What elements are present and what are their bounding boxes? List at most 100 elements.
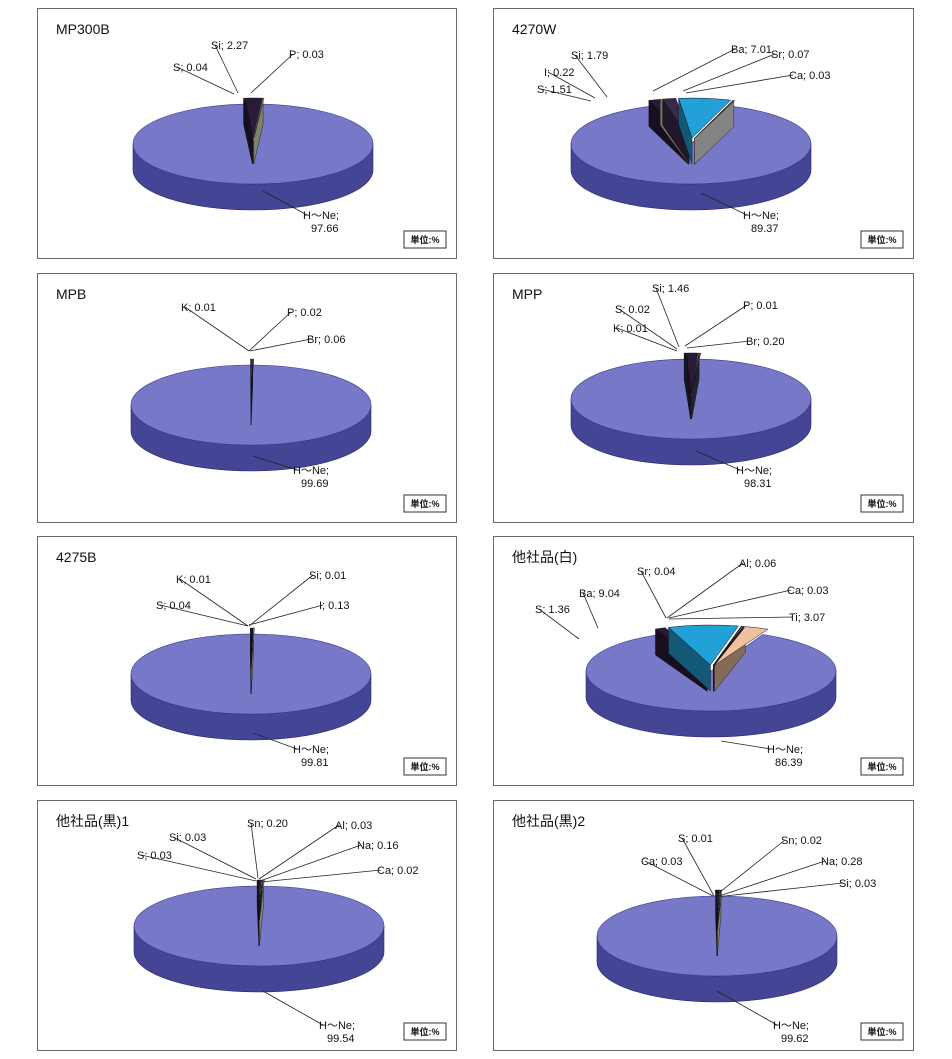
slice-label: Na; 0.16 [357, 840, 399, 852]
leader-line [248, 574, 314, 627]
slice-value: 0.13 [328, 600, 349, 612]
chart-title: 他社品(白) [512, 549, 577, 565]
slice-name: Na; [821, 856, 838, 868]
slice-label: S; 1.51 [537, 84, 572, 96]
slice-name: Ca; [377, 865, 394, 877]
slice-value: 89.37 [751, 223, 779, 235]
leader-line [700, 192, 748, 216]
slice-value: 98.31 [744, 478, 772, 490]
slice-name: I; [544, 67, 550, 79]
unit-label: 単位:% [411, 761, 440, 772]
slice-name: S; [678, 833, 688, 845]
slice-value: 0.03 [807, 585, 828, 597]
slice-name: Sr; [637, 566, 651, 578]
slice-name: Ca; [787, 585, 804, 597]
leader-line [249, 338, 312, 352]
slice-label: Si; 1.79 [571, 50, 608, 62]
pie-slice-minor [678, 97, 732, 139]
slice-name: S; [137, 850, 147, 862]
pie-chart-panel: MPB H～Ne; 99.69 K; 0.01 P; 0.02 Br; 0.06 単位:% [37, 273, 457, 523]
slice-label: P; 0.01 [743, 300, 778, 312]
slice-value: 0.01 [626, 323, 647, 335]
slice-label: Na; 0.28 [821, 856, 863, 868]
leader-line [258, 824, 340, 880]
slice-label: Sn; 0.20 [247, 818, 288, 830]
leader-line [715, 882, 844, 898]
slice-value: 2.27 [227, 40, 248, 52]
slice-label: Al; 0.03 [335, 820, 372, 832]
slice-value: 1.51 [550, 84, 571, 96]
slice-value: 0.04 [186, 62, 207, 74]
slice-value: 0.04 [654, 566, 675, 578]
unit-box [860, 1022, 904, 1041]
slice-label: Ca; 0.03 [787, 585, 829, 597]
pie-slice-main [585, 634, 837, 712]
slice-label: P; 0.02 [287, 307, 322, 319]
slice-label: Br; 0.20 [746, 336, 784, 348]
slice-name: Ba; [579, 588, 596, 600]
leader-line [250, 53, 294, 94]
slice-label: Al; 0.06 [739, 558, 776, 570]
slice-name: Si; [309, 570, 322, 582]
leader-line [547, 71, 596, 99]
slice-name: Si; [211, 40, 224, 52]
slice-label: H～Ne; [293, 744, 329, 756]
slice-label: Ba; 7.01 [731, 44, 772, 56]
pie-chart-panel: 4275B H～Ne; 99.81 S; 0.04 K; 0.01 Si; 0.01 I; 0.13… [37, 536, 457, 786]
slice-name: K; [613, 323, 623, 335]
pie-slice-minor [694, 100, 736, 139]
leader-line [159, 604, 249, 627]
slice-name: P; [743, 300, 753, 312]
leader-line [262, 190, 308, 216]
leader-line [252, 455, 298, 471]
slice-name: P; [289, 49, 299, 61]
slice-value: 0.07 [788, 49, 809, 61]
slice-name: Si; [571, 50, 584, 62]
slice-label: Ca; 0.03 [789, 70, 831, 82]
leader-line [655, 287, 680, 348]
pie-slice-minor [714, 626, 769, 666]
slice-value: 99.81 [301, 757, 329, 769]
slice-value: 0.16 [377, 840, 398, 852]
slice-label: H～Ne; [767, 744, 803, 756]
slice-label: S; 0.04 [173, 62, 208, 74]
unit-label: 単位:% [411, 1026, 440, 1037]
slice-name: S; [537, 84, 547, 96]
leader-line [668, 616, 794, 620]
leader-line [695, 450, 741, 471]
slice-value: 0.28 [841, 856, 862, 868]
leader-line [681, 837, 715, 897]
leader-line [716, 990, 778, 1026]
leader-line [685, 74, 794, 94]
slice-value: 99.54 [327, 1033, 355, 1045]
slice-label: Si; 0.01 [309, 570, 346, 582]
slice-label: H～Ne; [736, 465, 772, 477]
pie-slice-minor [244, 97, 263, 139]
leader-line [715, 860, 826, 898]
slice-label: H～Ne; [319, 1020, 355, 1032]
leader-line [538, 608, 580, 640]
pie-slice-minor [667, 624, 739, 666]
slice-value: 0.03 [809, 70, 830, 82]
leader-line [179, 578, 249, 627]
slice-name: P; [287, 307, 297, 319]
slice-name: Ti; [789, 612, 801, 624]
slice-value: 7.01 [751, 44, 772, 56]
slice-label: H～Ne; [303, 210, 339, 222]
pie-chart-panel: MPP H～Ne; 98.31 K; 0.01 S; 0.02 Si; 1.46 P; 0.01 Br… [493, 273, 914, 523]
slice-name: K; [181, 302, 191, 314]
slice-value: 0.03 [302, 49, 323, 61]
slice-label: Br; 0.06 [307, 334, 345, 346]
slice-value: 0.02 [628, 304, 649, 316]
chart-title: 他社品(黒)1 [56, 813, 129, 829]
leader-line [140, 854, 257, 882]
leader-line [666, 562, 744, 619]
slice-name: Sn; [247, 818, 264, 830]
leader-line [262, 990, 324, 1026]
slice-value: 97.66 [311, 223, 339, 235]
slice-name: Al; [335, 820, 348, 832]
unit-box [403, 757, 447, 776]
slice-value: 0.02 [801, 835, 822, 847]
